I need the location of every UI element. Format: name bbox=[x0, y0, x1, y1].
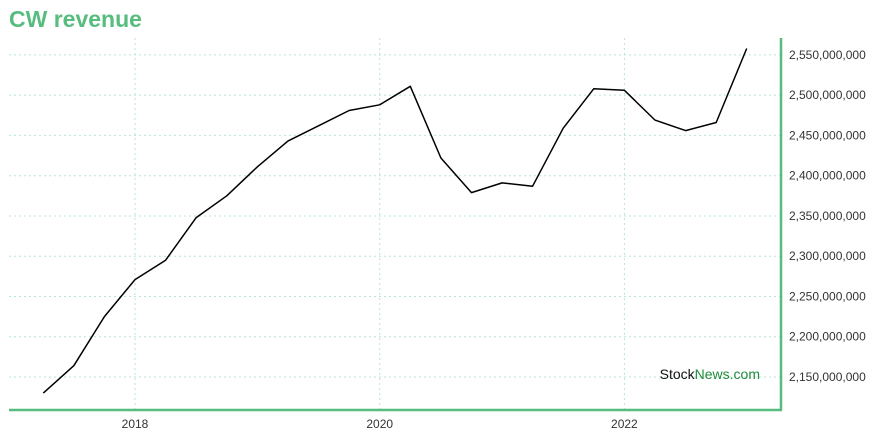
y-tick-label: 2,450,000,000 bbox=[789, 128, 866, 142]
y-tick-label: 2,500,000,000 bbox=[789, 88, 866, 102]
tick-labels: 2,150,000,000 2,200,000,000 2,250,000,000 2… bbox=[122, 48, 866, 431]
x-tick-label: 2022 bbox=[611, 417, 638, 431]
y-tick-label: 2,200,000,000 bbox=[789, 330, 866, 344]
y-tick-label: 2,550,000,000 bbox=[789, 48, 866, 62]
axis-layer bbox=[9, 38, 783, 412]
grid-layer bbox=[9, 38, 781, 410]
y-tick-label: 2,150,000,000 bbox=[789, 370, 866, 384]
x-tick-label: 2020 bbox=[366, 417, 393, 431]
y-tick-label: 2,250,000,000 bbox=[789, 289, 866, 303]
y-tick-label: 2,350,000,000 bbox=[789, 209, 866, 223]
y-tick-label: 2,300,000,000 bbox=[789, 249, 866, 263]
chart-title: CW revenue bbox=[9, 6, 142, 32]
x-tick-label: 2018 bbox=[122, 417, 149, 431]
y-tick-label: 2,400,000,000 bbox=[789, 169, 866, 183]
watermark-stock: Stock bbox=[660, 366, 696, 382]
watermark: StockNews.com bbox=[660, 366, 760, 382]
revenue-series-line bbox=[42, 48, 748, 394]
series-layer bbox=[42, 48, 748, 394]
watermark-news: News.com bbox=[695, 366, 760, 382]
